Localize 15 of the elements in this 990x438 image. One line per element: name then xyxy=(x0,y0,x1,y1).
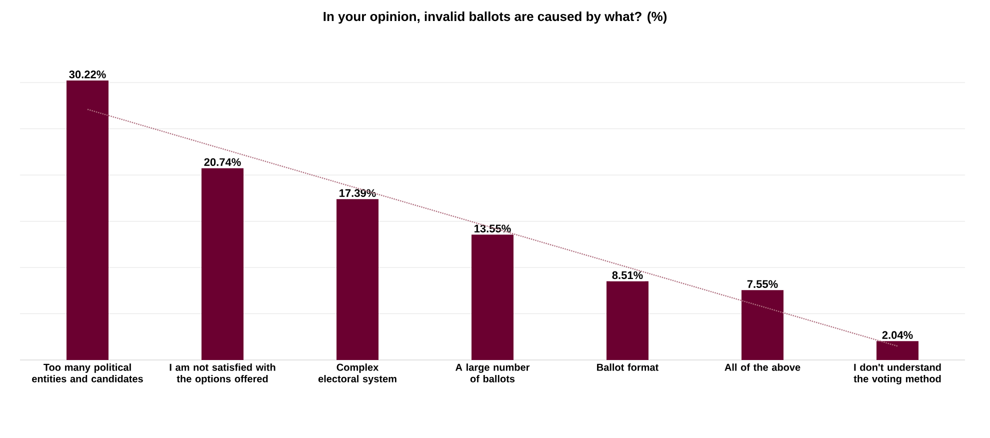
data-label: 17.39% xyxy=(340,189,376,197)
x-tick-label: Complex electoral system xyxy=(318,364,396,384)
data-label: 7.55% xyxy=(747,280,778,288)
x-tick-label: I don't understand the voting method xyxy=(854,364,941,384)
chart-title: In your opinion, invalid ballots are caused by what? (%) xyxy=(324,12,667,24)
x-tick-label: I am not satisfied with the options offered xyxy=(170,364,276,384)
x-tick-label: All of the above xyxy=(724,364,800,371)
x-tick-label: Ballot format xyxy=(597,364,658,371)
data-label: 30.22% xyxy=(69,70,106,78)
x-tick-label: Too many political entities and candidates xyxy=(32,364,143,382)
bar xyxy=(606,281,648,360)
data-label: 8.51% xyxy=(612,271,643,280)
data-label: 2.04% xyxy=(882,331,913,339)
x-tick-label: A large number of ballots xyxy=(456,364,530,382)
data-label: 20.74% xyxy=(204,158,241,166)
